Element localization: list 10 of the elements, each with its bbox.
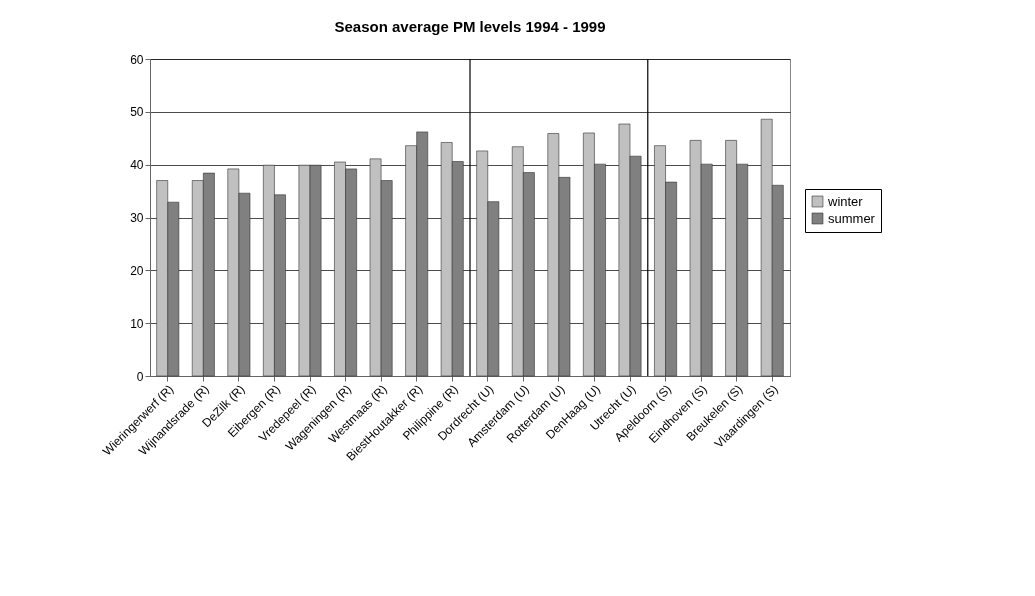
chart-title: Season average PM levels 1994 - 1999 [334,18,606,35]
y-tick-label: 10 [130,316,144,331]
y-tick-label: 30 [130,211,144,225]
y-tick-label: 0 [136,369,144,384]
y-tick-label: 50 [130,105,144,120]
y-tick-label: 40 [130,158,144,173]
legend-label: summer [828,210,876,226]
legend-label: winter [827,193,864,209]
y-tick-label: 60 [130,52,144,67]
y-tick-label: 20 [130,263,144,278]
